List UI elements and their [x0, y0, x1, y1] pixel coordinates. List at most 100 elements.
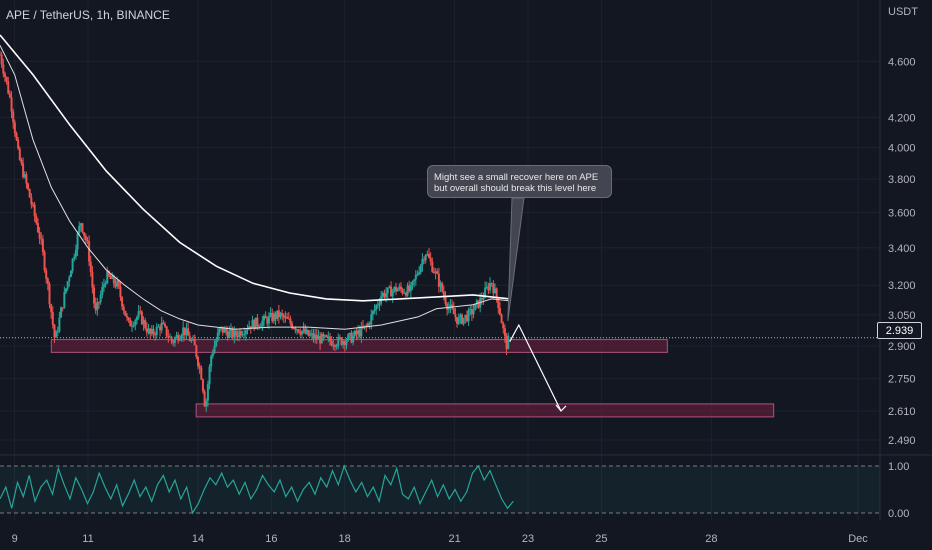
candle-body [505, 336, 508, 350]
time-tick-label: 9 [12, 533, 18, 545]
candle-body [352, 335, 355, 343]
candle-body [348, 332, 351, 335]
candle-body [325, 335, 328, 337]
candle-body [210, 355, 213, 367]
candle-body [266, 318, 269, 324]
candle-body [329, 336, 331, 341]
candle-body [243, 334, 246, 336]
candle-body [492, 284, 495, 294]
candle-body [150, 328, 153, 335]
candle-body [86, 240, 89, 242]
candle-body [132, 325, 135, 327]
candle-body [469, 309, 472, 311]
candle-body [347, 334, 350, 341]
candle-body [66, 281, 69, 289]
candle-body [18, 148, 21, 160]
candle-body [28, 189, 31, 198]
price-axis[interactable]: 4.600 4.200 4.000 3.800 3.600 3.400 3.200 3.050… [888, 56, 916, 520]
candle-body [393, 286, 396, 291]
candle-body [360, 326, 363, 337]
candle-body [451, 304, 454, 309]
candle-body [35, 216, 38, 224]
candle-body [300, 330, 303, 335]
symbol-title[interactable]: APE / TetherUS, 1h, BINANCE [6, 8, 170, 22]
candle-body [416, 274, 419, 276]
candle-body [126, 316, 129, 318]
price-tick-label: 2.750 [888, 374, 916, 386]
candle-body [117, 280, 120, 287]
oscillator-tick-label: 0.00 [888, 508, 909, 520]
candle-body [312, 333, 315, 339]
candle-body [197, 357, 199, 366]
candle-body [154, 334, 157, 336]
candle-body [401, 289, 404, 293]
candle-body [292, 328, 295, 330]
candle-body [381, 292, 384, 297]
candle-body [180, 335, 183, 339]
candle-body [464, 314, 467, 318]
candle-body [390, 286, 393, 297]
candle-body [41, 239, 44, 252]
candle-body [396, 289, 399, 292]
candle-body [139, 311, 142, 313]
candle-body [211, 353, 214, 356]
time-tick-label: 25 [595, 533, 607, 545]
candle-body [272, 313, 275, 322]
candle-body [53, 324, 56, 338]
candle-body [395, 286, 397, 292]
candle-body [157, 326, 160, 328]
candle-body [74, 249, 77, 257]
time-tick-label: 28 [705, 533, 717, 545]
candle-body [116, 280, 119, 287]
candle-body [370, 314, 373, 325]
candle-body [22, 163, 25, 178]
candle-body [109, 275, 112, 279]
candle-body [177, 335, 180, 341]
candle-body [137, 311, 140, 318]
candle-body [33, 204, 36, 217]
candle-body [164, 324, 166, 327]
candle-body [135, 317, 138, 321]
candle-body [489, 283, 492, 291]
candle-body [324, 335, 327, 337]
candle-body [7, 81, 10, 94]
candle-body [432, 271, 435, 274]
candle-body [467, 309, 470, 322]
candle-body [56, 331, 59, 333]
candle-body [248, 326, 251, 330]
candle-body [183, 327, 186, 336]
candle-body [254, 317, 257, 330]
candle-body [406, 285, 409, 296]
oscillator-tick-label: 1.00 [888, 461, 909, 473]
time-tick-label: 21 [449, 533, 461, 545]
candle-body [241, 334, 244, 336]
candle-body [65, 288, 67, 293]
time-axis[interactable]: 9 11 14 16 18 21 23 25 28 Dec [12, 533, 869, 545]
candle-body [81, 223, 84, 233]
candle-body [30, 197, 33, 205]
ma-slow-line [0, 34, 510, 302]
candle-body [386, 287, 389, 294]
candle-body [239, 331, 242, 336]
candle-body [263, 315, 265, 321]
candle-body [208, 366, 211, 385]
candle-body [366, 323, 369, 327]
annotation-line-1: Might see a small recover here on APE [434, 172, 599, 183]
candle-body [175, 335, 178, 338]
moving-averages [0, 34, 510, 330]
candle-body [350, 332, 353, 343]
candle-body [170, 336, 173, 341]
candle-body [244, 330, 247, 335]
candle-body [475, 300, 478, 304]
candle-body [264, 315, 267, 319]
candle-body [411, 281, 414, 286]
candle-body [353, 330, 356, 336]
candle-body [106, 271, 109, 284]
candle-body [335, 345, 338, 347]
candle-body [195, 345, 198, 358]
annotation-callout[interactable]: Might see a small recover here on APE bu… [427, 165, 612, 198]
candle-body [314, 334, 317, 339]
candle-body [68, 277, 71, 282]
candle-body [332, 345, 335, 347]
